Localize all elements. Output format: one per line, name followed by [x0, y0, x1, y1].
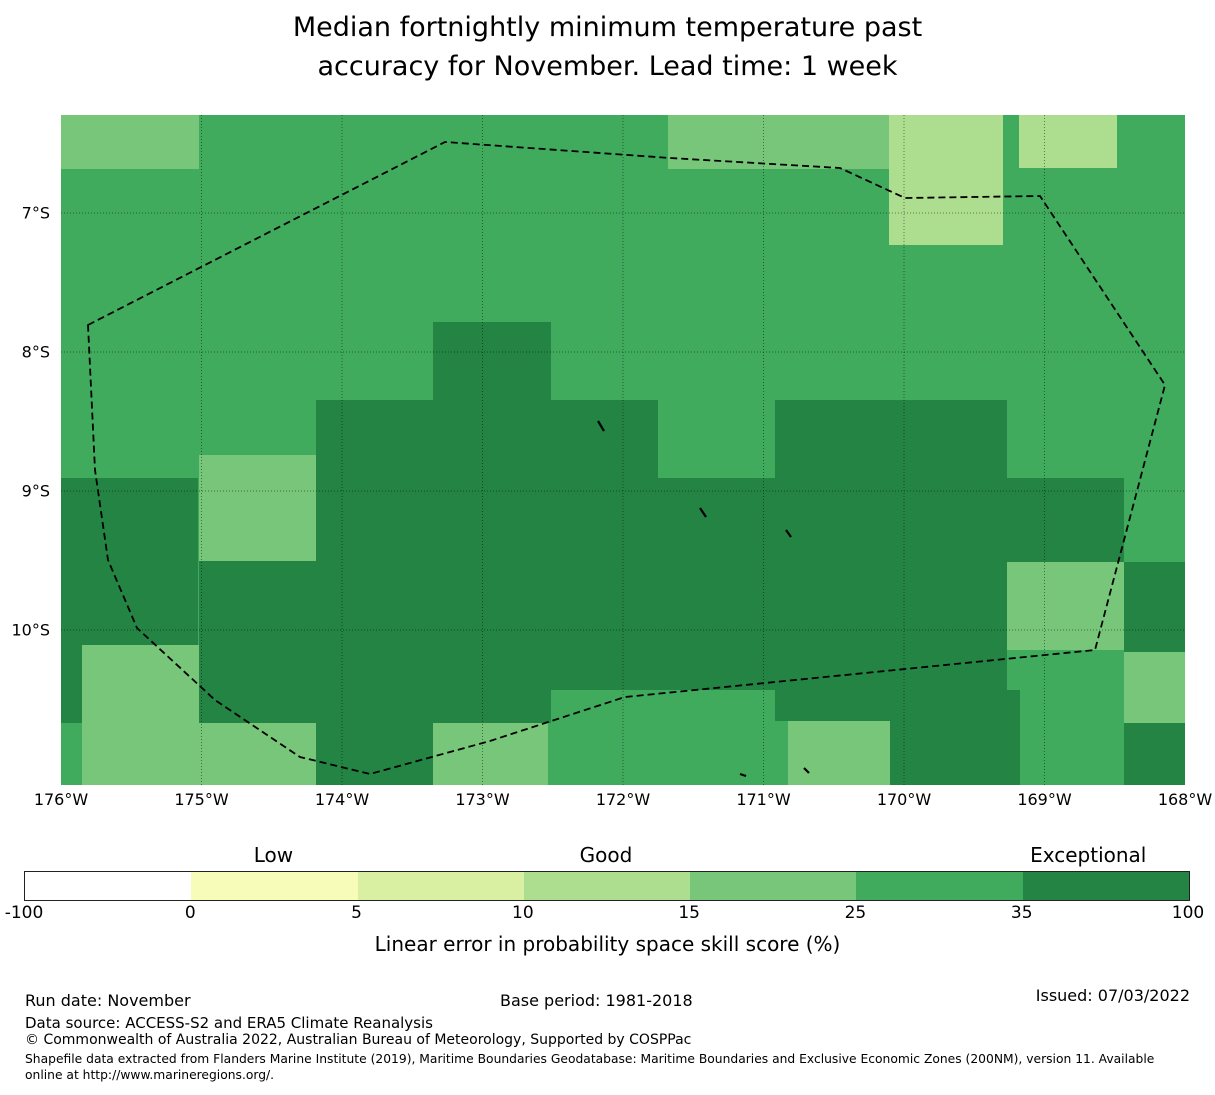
x-tick-label: 169°W: [1017, 790, 1072, 809]
shapefile-note-text: Shapefile data extracted from Flanders M…: [25, 1052, 1155, 1082]
colorbar-category-exceptional: Exceptional: [1030, 843, 1147, 867]
map-cell-level-35-100: [1007, 478, 1124, 562]
map-cell-level-35-100: [890, 690, 1020, 785]
colorbar-tick-label: 10: [512, 903, 534, 923]
x-tick-label: 168°W: [1157, 790, 1213, 809]
colorbar-axis-label: Linear error in probability space skill …: [374, 932, 841, 956]
x-tick-label: 170°W: [876, 790, 932, 809]
map-overlay: [61, 115, 1185, 785]
map-cell-level-35-100: [433, 690, 551, 723]
map-cell-level-35-100: [61, 478, 82, 723]
colorbar-tick-label: 35: [1010, 903, 1033, 923]
x-tick-label: 176°W: [33, 790, 89, 809]
colorbar-category-low: Low: [253, 843, 294, 867]
colorbar-segment-25–35: [856, 872, 1023, 900]
island-mark: [739, 772, 747, 778]
colorbar-tick-label: -100: [4, 903, 44, 923]
base-period-text: Base period: 1981-2018: [500, 991, 693, 1010]
map-cell-level-35-100: [433, 322, 551, 400]
x-tick-label: 174°W: [314, 790, 370, 809]
map-cell-level-35-100: [199, 561, 316, 723]
map-cell-level-15-25: [1007, 562, 1124, 650]
island-mark: [699, 507, 707, 518]
colorbar-segment-5–10: [357, 872, 524, 900]
x-tick-label: 172°W: [595, 790, 651, 809]
map-cell-level-35-100: [1124, 562, 1185, 652]
issued-date-text: Issued: 07/03/2022: [1035, 986, 1190, 1005]
data-source-text: Data source: ACCESS-S2 and ERA5 Climate …: [25, 1014, 433, 1032]
colorbar: [24, 871, 1190, 901]
map-cell-level-10-15: [1019, 115, 1117, 168]
map-cell-level-35-100: [82, 478, 198, 645]
colorbar-segment-10–15: [523, 872, 691, 900]
map-cell-level-35-100: [775, 400, 1007, 478]
x-tick-label: 175°W: [174, 790, 229, 809]
colorbar-segment-35–100: [1022, 872, 1189, 900]
map-cell-level-35-100: [316, 478, 1007, 690]
skill-score-map: [61, 115, 1185, 785]
map-cell-level-15-25: [199, 455, 316, 561]
map-cell-level-15-25: [1124, 652, 1185, 723]
colorbar-segment-0–5: [191, 872, 358, 900]
colorbar-segment--100–0: [25, 872, 192, 900]
island-mark: [597, 420, 605, 432]
y-tick-label: 10°S: [11, 620, 50, 640]
run-date-text: Run date: November: [25, 991, 191, 1010]
y-tick-label: 9°S: [21, 481, 50, 501]
colorbar-tick-label: 0: [184, 903, 196, 923]
copyright-text: © Commonwealth of Australia 2022, Austra…: [25, 1032, 692, 1048]
island-mark: [785, 529, 792, 538]
map-cell-level-35-100: [1124, 723, 1185, 785]
colorbar-segment-15–25: [690, 872, 857, 900]
colorbar-category-labels: Low Good Exceptional: [24, 843, 1188, 869]
map-cell-level-10-15: [889, 115, 1003, 245]
map-cell-level-15-25: [433, 723, 548, 785]
island-mark: [803, 767, 810, 774]
colorbar-tick-label: 5: [351, 903, 362, 923]
colorbar-tick-label: 15: [678, 903, 700, 923]
title-line-1: Median fortnightly minimum temperature p…: [292, 12, 923, 43]
x-tick-label: 173°W: [455, 790, 510, 809]
map-cell-level-15-25: [61, 115, 199, 169]
colorbar-category-good: Good: [579, 843, 633, 867]
map-cell-level-35-100: [316, 690, 433, 785]
map-cell-level-35-100: [775, 690, 890, 721]
y-tick-label: 8°S: [21, 342, 50, 362]
map-cell-level-15-25: [788, 721, 890, 785]
title-line-2: accuracy for November. Lead time: 1 week: [317, 51, 898, 82]
map-cell-level-35-100: [316, 400, 658, 478]
y-tick-label: 7°S: [21, 203, 50, 223]
colorbar-tick-label: 100: [1171, 903, 1205, 923]
eez-boundary-line: [87, 141, 1166, 775]
colorbar-tick-label: 25: [844, 903, 867, 923]
figure-title: Median fortnightly minimum temperature p…: [0, 8, 1215, 86]
x-tick-label: 171°W: [736, 790, 791, 809]
map-cell-level-15-25: [199, 723, 316, 785]
